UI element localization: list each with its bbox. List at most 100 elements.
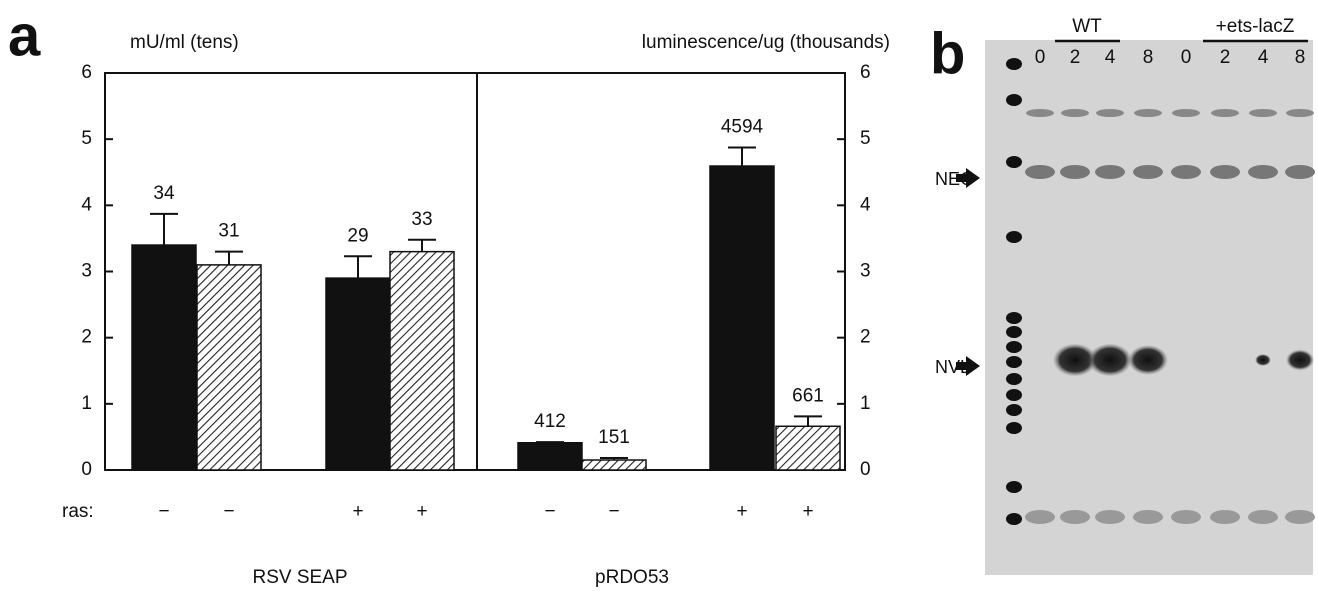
lane-label: 4 xyxy=(1105,47,1116,68)
marker-label: NVL xyxy=(935,357,970,377)
x-tick-label: + xyxy=(416,501,427,522)
marker-label: NEO xyxy=(935,169,974,189)
bar xyxy=(582,460,646,470)
y-tick-label: 2 xyxy=(860,327,871,348)
gel-band xyxy=(1088,344,1132,377)
y-tick-label: 3 xyxy=(860,261,871,282)
gel-band xyxy=(1060,510,1090,524)
gel-band xyxy=(1210,510,1240,524)
gel-band xyxy=(1248,510,1278,524)
x-tick-label: + xyxy=(802,501,813,522)
value-label: 29 xyxy=(347,225,368,246)
gel-band xyxy=(1248,165,1278,179)
lane-label: 8 xyxy=(1295,47,1306,68)
panel-label: b xyxy=(930,21,965,86)
ladder-band xyxy=(1006,356,1022,368)
y-tick-label: 1 xyxy=(860,393,871,414)
lane-label: 2 xyxy=(1220,47,1231,68)
ladder-band xyxy=(1006,389,1022,401)
gel-band xyxy=(1095,165,1125,179)
y-tick-label: 0 xyxy=(81,459,92,480)
gel-band xyxy=(1061,109,1089,117)
bar xyxy=(518,443,582,470)
y-tick-label: 3 xyxy=(81,261,92,282)
ladder-band xyxy=(1006,404,1022,416)
x-tick-label: + xyxy=(736,501,747,522)
value-label: 4594 xyxy=(721,117,764,138)
ladder-band xyxy=(1006,94,1022,106)
value-label: 412 xyxy=(534,411,566,432)
y-tick-label: 4 xyxy=(81,194,92,215)
error-bar xyxy=(150,214,178,245)
gel-band xyxy=(1096,109,1124,117)
gel-band xyxy=(1286,350,1314,371)
gel-band xyxy=(1285,510,1315,524)
lane-label: 0 xyxy=(1035,47,1046,68)
error-bar xyxy=(408,240,436,252)
y-tick-label: 2 xyxy=(81,327,92,348)
gel-band xyxy=(1134,109,1162,117)
figure: 0123456mU/ml (tens)RSV SEAParas:34−31−29… xyxy=(0,0,1318,591)
error-bar xyxy=(794,416,822,426)
gel-band xyxy=(1171,165,1201,179)
y-axis-label: mU/ml (tens) xyxy=(130,32,239,53)
gel-band xyxy=(1128,345,1168,375)
ladder-band xyxy=(1006,341,1022,353)
x-tick-label: − xyxy=(544,501,555,522)
bar xyxy=(776,426,840,470)
error-bar xyxy=(344,256,372,278)
ladder-band xyxy=(1006,326,1022,338)
y-tick-label: 0 xyxy=(860,459,871,480)
lane-label: 4 xyxy=(1258,47,1269,68)
lane-label: 0 xyxy=(1181,47,1192,68)
gel-band xyxy=(1133,510,1163,524)
panel-label: a xyxy=(8,3,41,68)
group-label: +ets-lacZ xyxy=(1216,16,1295,37)
error-bar xyxy=(536,442,564,443)
gel-band xyxy=(1060,165,1090,179)
ladder-band xyxy=(1006,58,1022,70)
value-label: 34 xyxy=(153,183,175,204)
row-label: ras: xyxy=(62,501,94,522)
y-tick-label: 1 xyxy=(81,393,92,414)
ladder-band xyxy=(1006,513,1022,525)
y-axis-label: luminescence/ug (thousands) xyxy=(642,32,890,53)
bar xyxy=(197,265,261,470)
gel-band xyxy=(1249,109,1277,117)
bar xyxy=(390,252,454,470)
y-tick-label: 4 xyxy=(860,194,871,215)
x-tick-label: − xyxy=(223,501,234,522)
x-axis-label: RSV SEAP xyxy=(252,567,347,588)
gel-band xyxy=(1211,109,1239,117)
lane-label: 2 xyxy=(1070,47,1081,68)
ladder-band xyxy=(1006,231,1022,243)
x-tick-label: − xyxy=(608,501,619,522)
gel-band xyxy=(1210,165,1240,179)
bar xyxy=(326,278,390,470)
x-tick-label: − xyxy=(158,501,169,522)
ladder-band xyxy=(1006,422,1022,434)
gel-image xyxy=(985,40,1313,575)
lane-label: 8 xyxy=(1143,47,1154,68)
gel-band xyxy=(1095,510,1125,524)
gel-band xyxy=(1285,165,1315,179)
gel-band xyxy=(1171,510,1201,524)
ladder-band xyxy=(1006,481,1022,493)
value-label: 661 xyxy=(792,385,824,406)
y-tick-label: 5 xyxy=(860,128,871,149)
gel-band xyxy=(1026,109,1054,117)
gel-band xyxy=(1025,165,1055,179)
gel-band xyxy=(1286,109,1314,117)
y-tick-label: 6 xyxy=(81,62,92,83)
ladder-band xyxy=(1006,156,1022,168)
gel-band xyxy=(1025,510,1055,524)
value-label: 33 xyxy=(411,209,432,230)
ladder-band xyxy=(1006,312,1022,324)
ladder-band xyxy=(1006,373,1022,385)
x-tick-label: + xyxy=(352,501,363,522)
value-label: 31 xyxy=(218,221,239,242)
y-tick-label: 6 xyxy=(860,62,871,83)
error-bar xyxy=(215,252,243,265)
bar xyxy=(710,166,774,470)
value-label: 151 xyxy=(598,427,630,448)
